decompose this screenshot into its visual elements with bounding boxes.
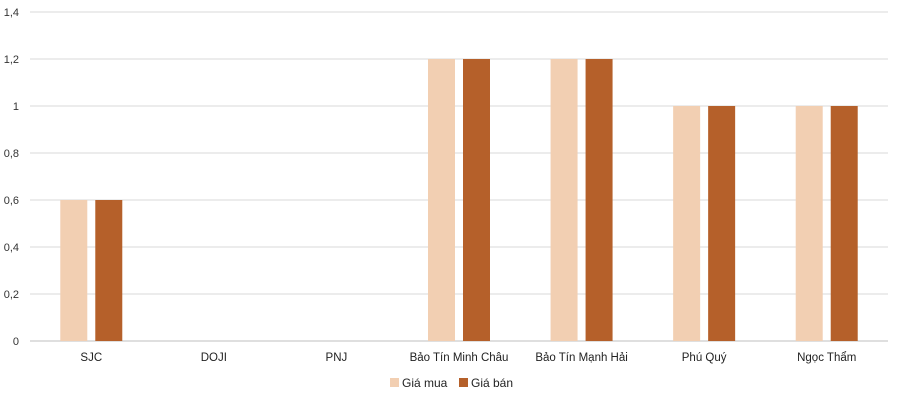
legend: Giá mua Giá bán — [390, 376, 513, 390]
x-category-label: Ngọc Thẩm — [797, 352, 856, 364]
y-tick-label: 0,6 — [4, 195, 19, 207]
y-tick-label: 0,4 — [4, 242, 19, 254]
legend-label: Giá mua — [402, 376, 448, 390]
y-tick-label: 0,2 — [4, 289, 19, 301]
bar-gia-ban — [463, 59, 490, 341]
y-tick-label: 0 — [13, 336, 19, 348]
bar-gia-mua — [550, 59, 578, 341]
y-tick-label: 1,2 — [4, 54, 19, 66]
bar-gia-mua — [795, 106, 823, 341]
x-category-label: SJC — [80, 352, 102, 364]
x-category-label: Bảo Tín Mạnh Hải — [535, 352, 627, 364]
legend-swatch — [459, 378, 468, 387]
x-axis-categories: SJC DOJI PNJ Bảo Tín Minh Châu Bảo Tín Mạnh … — [80, 352, 856, 364]
x-category-label: PNJ — [326, 352, 348, 364]
bar-gia-mua — [60, 200, 88, 341]
bar-gia-mua — [673, 106, 701, 341]
bar-gia-ban — [708, 106, 736, 341]
bar-gia-mua — [428, 59, 455, 341]
bar-gia-ban — [95, 200, 123, 341]
x-category-label: Phú Quý — [682, 352, 727, 364]
y-tick-label: 0,8 — [4, 148, 19, 160]
gridlines — [30, 11, 888, 342]
bars — [60, 59, 858, 341]
y-tick-label: 1 — [13, 101, 19, 113]
y-tick-label: 1,4 — [4, 7, 19, 19]
bar-gia-ban — [585, 59, 613, 341]
bar-gia-ban — [830, 106, 858, 341]
x-category-label: DOJI — [201, 352, 227, 364]
legend-swatch — [390, 378, 399, 387]
legend-label: Giá bán — [471, 376, 513, 390]
y-axis-ticks: 0 0,2 0,4 0,6 0,8 1 1,2 1,4 — [4, 7, 19, 348]
x-category-label: Bảo Tín Minh Châu — [410, 352, 509, 364]
